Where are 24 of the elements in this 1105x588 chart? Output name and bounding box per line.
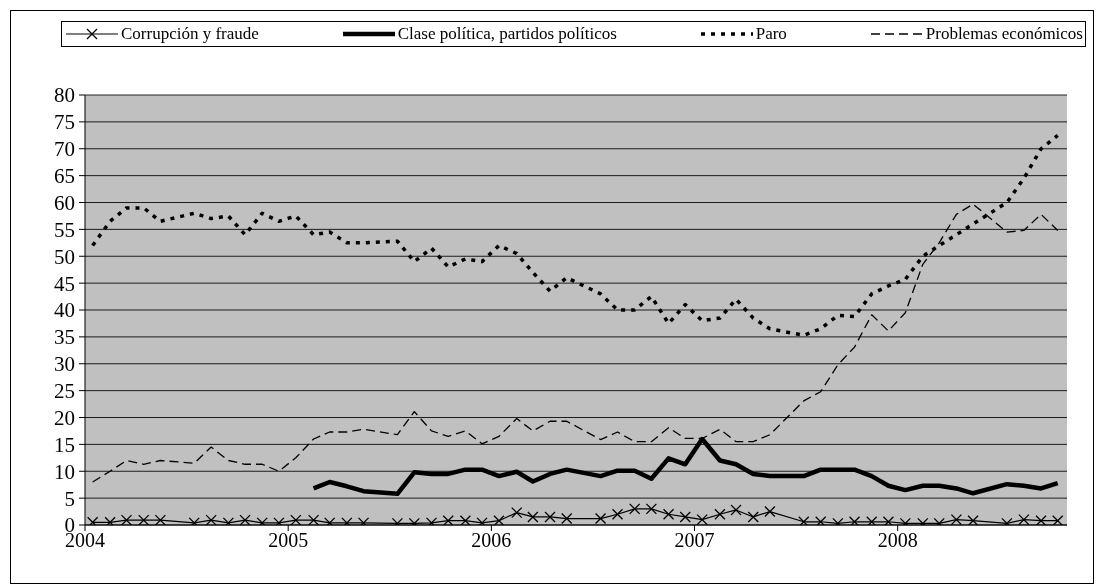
x-tick-label: 2007	[674, 529, 715, 552]
y-tick-label: 15	[54, 432, 75, 457]
legend-label: Corrupción y fraude	[121, 24, 259, 44]
legend-label: Problemas económicos	[925, 24, 1083, 44]
x-tick-label: 2006	[471, 529, 512, 552]
y-tick-label: 55	[54, 217, 75, 242]
y-tick-label: 80	[54, 83, 75, 108]
y-tick-label: 35	[54, 325, 75, 350]
legend-label: Clase política, partidos políticos	[397, 24, 617, 44]
legend-label: Paro	[755, 24, 787, 44]
y-tick-label: 5	[64, 486, 75, 511]
y-tick-label: 60	[54, 190, 75, 215]
y-tick-label: 20	[54, 405, 75, 430]
y-tick-label: 25	[54, 379, 75, 404]
y-tick-label: 65	[54, 164, 75, 189]
y-tick-label: 45	[54, 271, 75, 296]
y-tick-label: 40	[54, 298, 75, 323]
x-tick-label: 2008	[877, 529, 918, 552]
y-tick-label: 70	[54, 137, 75, 162]
y-tick-label: 30	[54, 352, 75, 377]
y-tick-label: 50	[54, 244, 75, 269]
y-tick-label: 10	[54, 459, 75, 484]
y-tick-label: 75	[54, 110, 75, 135]
x-tick-label: 2005	[268, 529, 309, 552]
